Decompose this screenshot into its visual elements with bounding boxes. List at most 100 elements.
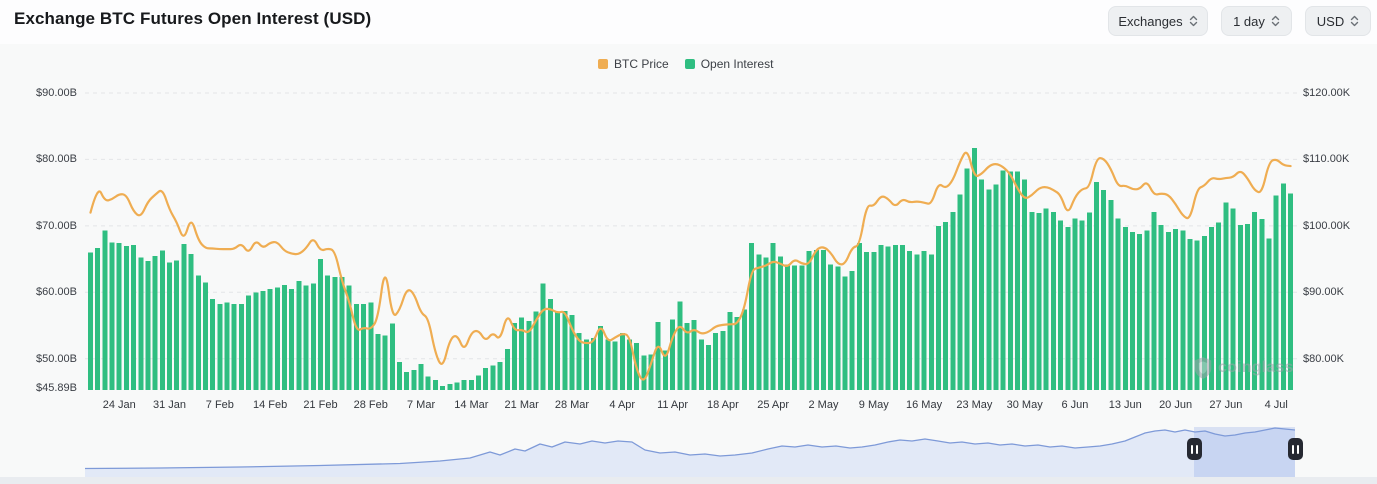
navigator-right-handle[interactable] [1287, 438, 1303, 460]
x-axis-tick: 27 Jun [1209, 399, 1243, 411]
open-interest-bar [368, 302, 374, 390]
open-interest-bar [1115, 218, 1121, 390]
open-interest-bar [813, 249, 819, 390]
left-axis-tick: $60.00B [36, 286, 77, 299]
btc-price-swatch [598, 59, 608, 69]
open-interest-bar [253, 292, 259, 390]
open-interest-bar [1237, 225, 1243, 390]
pause-icon [1296, 444, 1299, 454]
left-axis-tick: $50.00B [36, 352, 77, 365]
open-interest-bar [641, 355, 647, 390]
left-axis-min-tick: $45.89B [36, 382, 77, 394]
open-interest-bar [741, 309, 747, 390]
open-interest-bar [476, 375, 482, 390]
open-interest-bar [511, 322, 517, 390]
open-interest-bar [1014, 171, 1020, 390]
legend-label: BTC Price [614, 57, 669, 71]
open-interest-bar [217, 304, 223, 390]
open-interest-bar [591, 338, 597, 390]
open-interest-bar [1122, 227, 1128, 390]
open-interest-bar [1043, 208, 1049, 390]
right-axis-tick: $120.00K [1303, 87, 1351, 99]
open-interest-bar [109, 242, 115, 390]
x-axis-tick: 21 Mar [504, 399, 539, 411]
open-interest-bar [303, 285, 309, 390]
open-interest-bar [131, 245, 137, 390]
open-interest-bar [325, 275, 331, 390]
open-interest-swatch [684, 59, 695, 69]
open-interest-bar [849, 271, 855, 390]
open-interest-bar [483, 368, 489, 390]
open-interest-bar [1101, 189, 1107, 390]
x-axis-tick: 18 Apr [706, 399, 739, 411]
exchanges-select-label: Exchanges [1118, 13, 1183, 29]
interval-select[interactable]: 1 day [1221, 6, 1292, 36]
legend-item-open-interest[interactable]: Open Interest [684, 57, 774, 71]
open-interest-bar [806, 251, 812, 390]
open-interest-bar [986, 189, 992, 390]
open-interest-bar [454, 382, 460, 390]
open-interest-bar [195, 275, 201, 390]
x-axis-tick: 6 Jun [1061, 399, 1089, 411]
open-interest-bar [102, 230, 108, 390]
open-interest-bar [375, 334, 381, 390]
open-interest-bar [705, 344, 711, 390]
x-axis-tick: 7 Mar [406, 399, 436, 411]
x-axis-tick: 9 May [858, 399, 889, 411]
open-interest-bar [1050, 211, 1056, 390]
open-interest-bar [1158, 225, 1164, 390]
open-interest-bar [116, 243, 122, 390]
navigator-left-handle[interactable] [1186, 438, 1202, 460]
x-axis-tick: 4 Apr [609, 399, 636, 411]
open-interest-bar [605, 339, 611, 390]
x-axis-tick: 24 Jan [102, 399, 136, 411]
open-interest-bar [1180, 230, 1186, 390]
select-chevrons-icon [1350, 14, 1359, 28]
legend-label: Open Interest [700, 57, 774, 71]
open-interest-bar [1151, 211, 1157, 390]
open-interest-bar [583, 339, 589, 390]
left-axis-tick: $90.00B [36, 87, 77, 99]
open-interest-bar [447, 383, 453, 390]
btc-price-line [89, 151, 1292, 381]
open-interest-bar [526, 320, 532, 390]
open-interest-bar [1137, 233, 1143, 390]
currency-select[interactable]: USD [1305, 6, 1371, 36]
open-interest-bar [720, 330, 726, 390]
open-interest-bar [1252, 211, 1258, 390]
select-chevrons-icon [1189, 14, 1198, 28]
open-interest-bar [900, 245, 906, 390]
legend-item-btc-price[interactable]: BTC Price [598, 57, 669, 71]
open-interest-bar [317, 259, 323, 390]
exchanges-select[interactable]: Exchanges [1108, 6, 1208, 36]
open-interest-bar [425, 376, 431, 390]
open-interest-bar [993, 184, 999, 390]
open-interest-bar [655, 322, 661, 390]
open-interest-bar [1029, 211, 1035, 390]
open-interest-bar [210, 298, 216, 390]
open-interest-bar [928, 254, 934, 390]
right-axis-tick: $80.00K [1303, 352, 1344, 365]
currency-select-label: USD [1316, 13, 1345, 29]
bottom-scroll-strip [0, 477, 1377, 484]
x-axis-tick: 25 Apr [757, 399, 790, 411]
open-interest-bar [770, 243, 776, 390]
open-interest-bar [504, 348, 510, 390]
open-interest-bar [1022, 179, 1028, 390]
x-axis-tick: 13 Jun [1108, 399, 1142, 411]
open-interest-bar [353, 304, 359, 390]
open-interest-bar [885, 246, 891, 390]
open-interest-bar [88, 252, 93, 390]
open-interest-bar [871, 251, 877, 390]
open-interest-bar [907, 251, 913, 390]
open-interest-bar [231, 304, 237, 390]
select-chevrons-icon [1271, 14, 1280, 28]
x-axis-tick: 31 Jan [153, 399, 187, 411]
open-interest-bar [727, 312, 733, 390]
open-interest-bar [346, 285, 352, 390]
open-interest-bar [1072, 218, 1078, 390]
open-interest-bar [935, 225, 941, 390]
open-interest-bar [964, 168, 970, 390]
open-interest-bar [856, 243, 862, 390]
